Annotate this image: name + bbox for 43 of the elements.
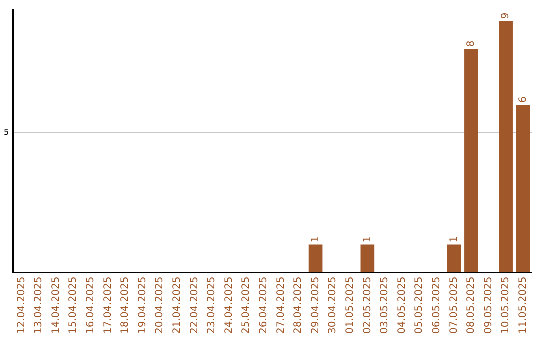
x-tick-label: 25.04.2025 (241, 276, 252, 334)
x-tick-label: 04.05.2025 (396, 276, 408, 334)
x-tick-label: 14.04.2025 (50, 276, 62, 334)
data-label: 8 (466, 40, 478, 48)
x-tick-label: 10.05.2025 (500, 276, 512, 334)
x-tick-label: 16.04.2025 (86, 276, 97, 334)
x-tick-label: 28.04.2025 (293, 276, 304, 334)
x-tick-label: 20.04.2025 (154, 276, 166, 334)
x-tick-label: 11.05.2025 (518, 276, 529, 334)
x-tick-label: 07.05.2025 (448, 276, 460, 334)
x-tick-label: 08.05.2025 (466, 276, 478, 334)
bar (360, 244, 375, 272)
data-label: 6 (518, 96, 529, 104)
x-tick-label: 01.05.2025 (344, 276, 356, 334)
x-tick-label: 27.04.2025 (276, 276, 287, 334)
bar (516, 105, 530, 272)
data-label: 1 (362, 236, 374, 243)
x-tick-label: 26.04.2025 (258, 276, 270, 334)
x-tick-label: 09.05.2025 (483, 276, 494, 334)
x-tick-label: 29.04.2025 (310, 276, 322, 334)
x-tick-label: 19.04.2025 (137, 276, 148, 334)
x-tick-label: 17.04.2025 (102, 276, 114, 334)
x-tick-label: 24.04.2025 (224, 276, 235, 334)
data-label: 1 (448, 236, 460, 243)
x-tick-label: 22.04.2025 (189, 276, 200, 334)
y-tick-label: 5 (4, 128, 10, 138)
bar (464, 49, 478, 272)
x-tick-label: 23.04.2025 (206, 276, 218, 334)
data-label: 9 (500, 12, 512, 20)
bar (447, 244, 462, 272)
x-tick-label: 18.04.2025 (120, 276, 132, 334)
bar (308, 244, 323, 272)
bar (499, 21, 513, 272)
x-tick-label: 02.05.2025 (362, 276, 374, 334)
x-tick-label: 30.04.2025 (328, 276, 339, 334)
x-tick-label: 21.04.2025 (172, 276, 184, 334)
x-tick-label: 03.05.2025 (380, 276, 391, 334)
data-label: 1 (310, 236, 322, 243)
x-tick-label: 15.04.2025 (68, 276, 80, 334)
x-tick-label: 12.04.2025 (16, 276, 28, 334)
x-tick-label: 05.05.2025 (414, 276, 426, 334)
x-tick-label: 06.05.2025 (431, 276, 442, 334)
x-tick-label: 13.04.2025 (34, 276, 45, 334)
